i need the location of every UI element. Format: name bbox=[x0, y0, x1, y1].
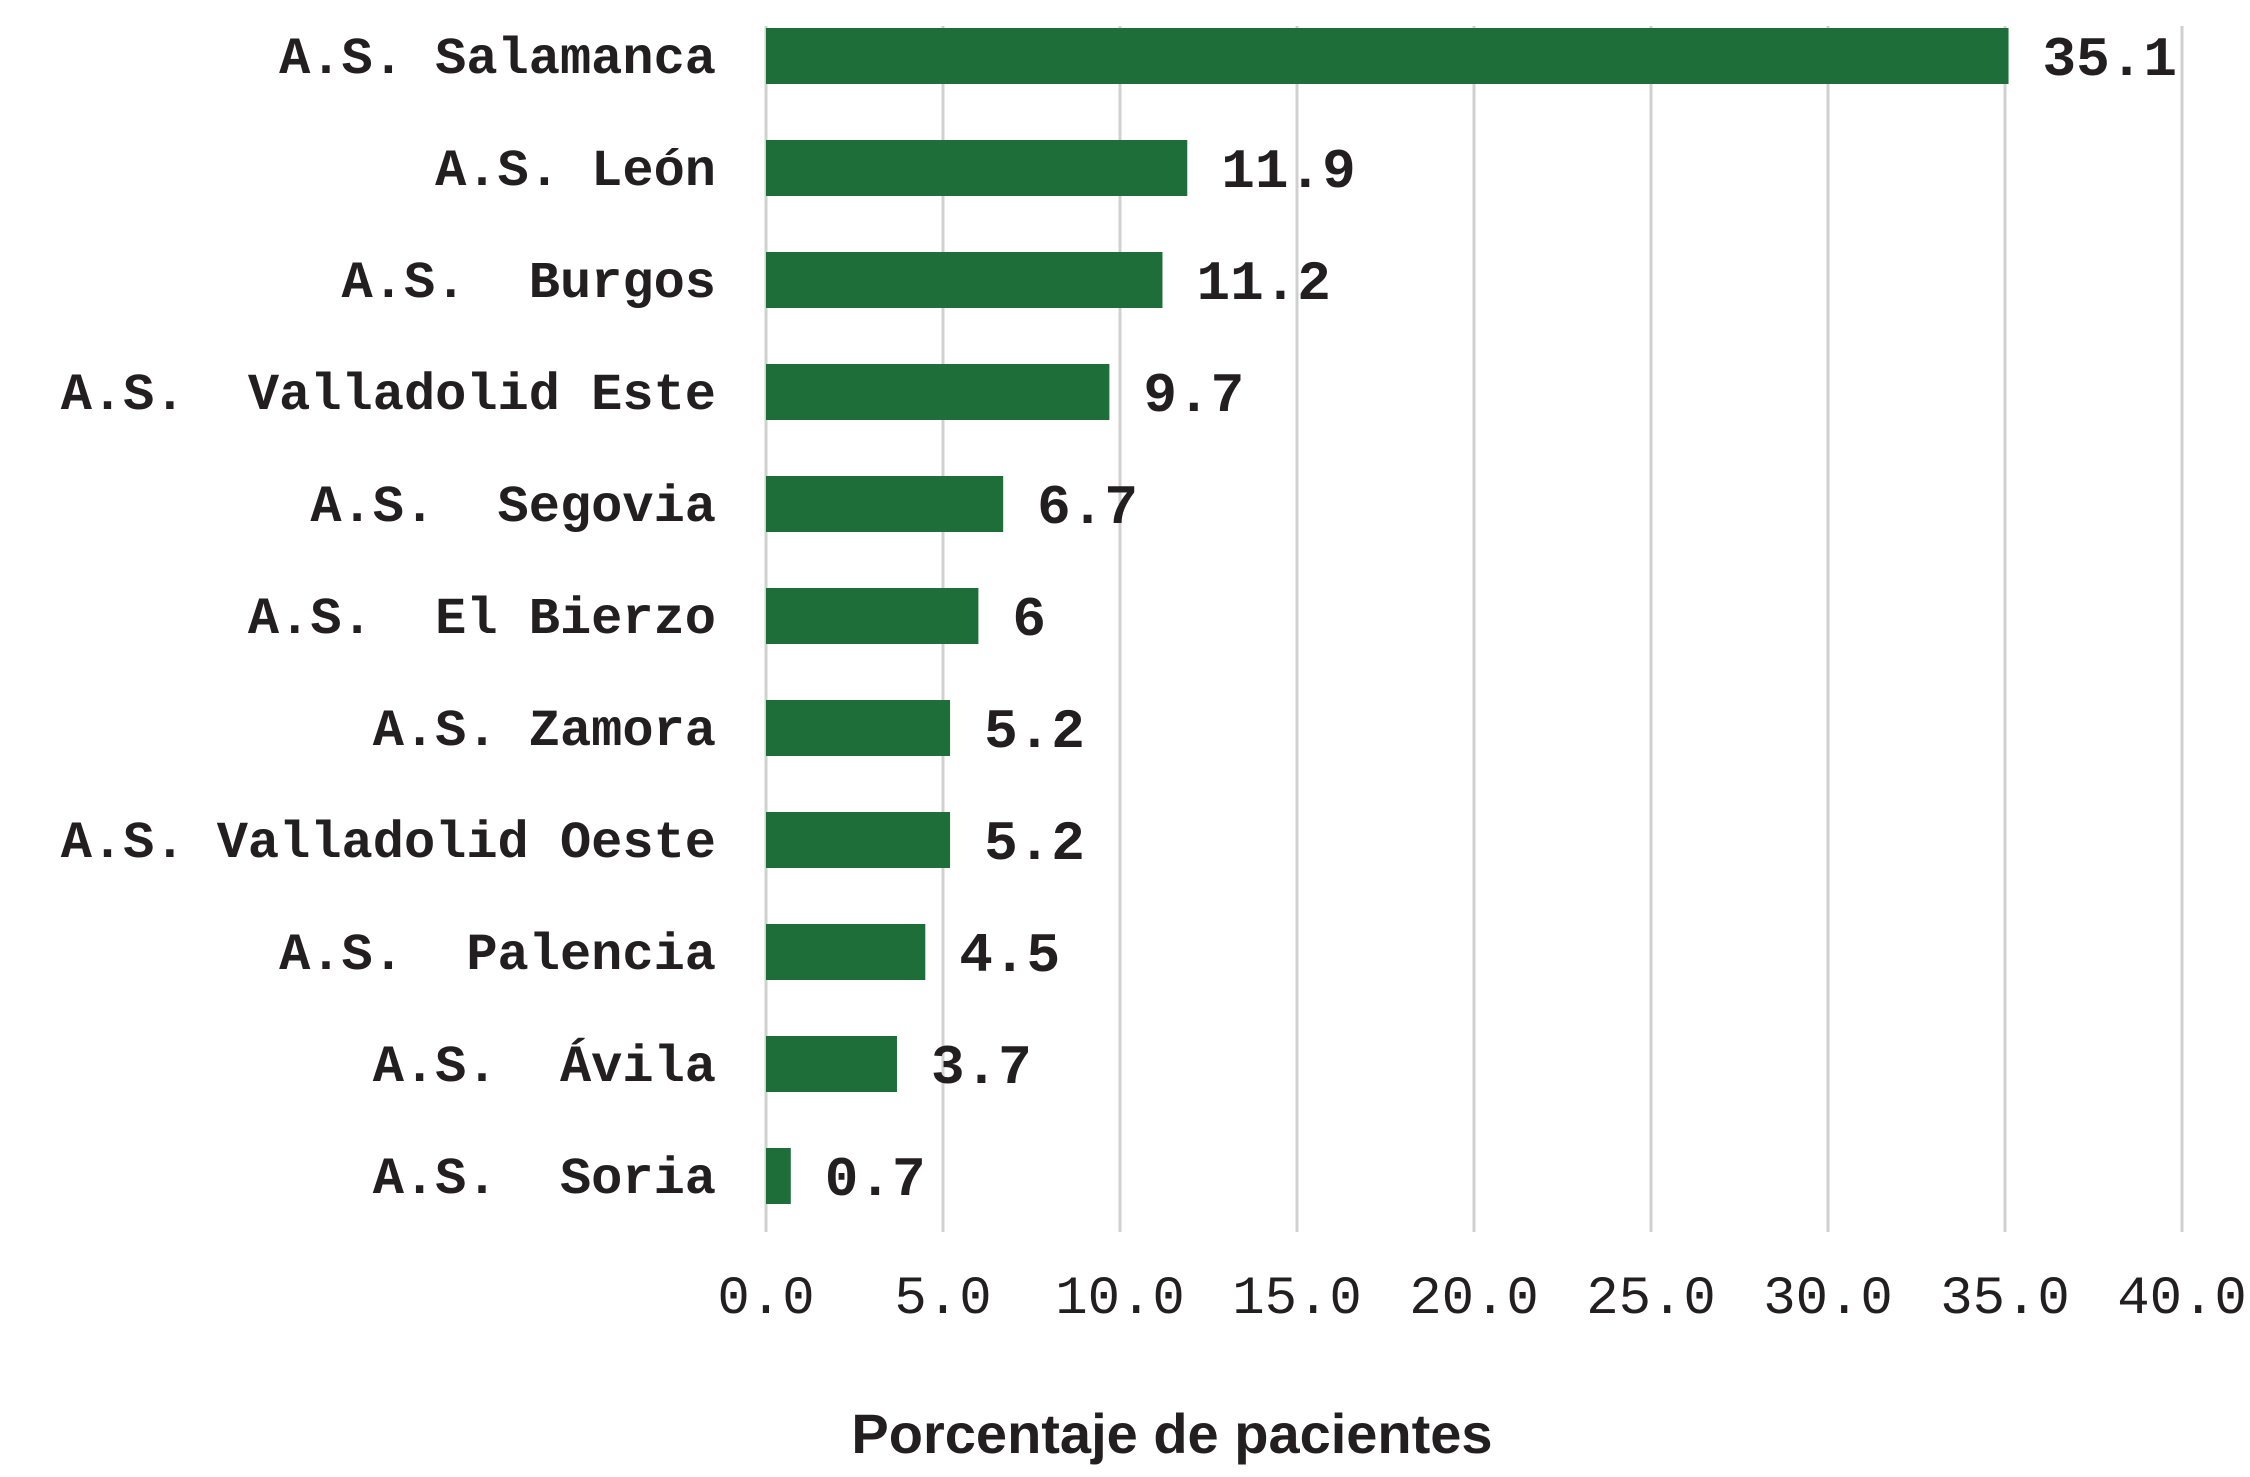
bar bbox=[766, 28, 2009, 84]
x-tick-label: 5.0 bbox=[894, 1269, 991, 1330]
bar bbox=[766, 588, 979, 644]
data-label: 6 bbox=[1012, 588, 1046, 652]
x-axis-tick-labels: 0.0 5.0 10.0 15.0 20.0 25.0 30.0 35.0 40.0 bbox=[717, 1269, 2246, 1330]
x-tick-label: 15.0 bbox=[1232, 1269, 1362, 1330]
bar bbox=[766, 364, 1110, 420]
x-tick-label: 40.0 bbox=[2117, 1269, 2247, 1330]
data-label: 5.2 bbox=[984, 812, 1085, 876]
bar bbox=[766, 1148, 791, 1204]
category-label: A.S. El Bierzo bbox=[248, 590, 716, 649]
bar bbox=[766, 252, 1163, 308]
category-label: A.S. Valladolid Este bbox=[61, 366, 716, 425]
x-tick-label: 0.0 bbox=[717, 1269, 814, 1330]
x-tick-label: 20.0 bbox=[1409, 1269, 1539, 1330]
value-labels: 35.1 11.9 11.2 9.76.7 6 5.2 5.2 4.5 3.70.7 bbox=[825, 28, 2177, 1212]
x-tick-label: 10.0 bbox=[1055, 1269, 1185, 1330]
data-label: 6.7 bbox=[1037, 476, 1138, 540]
category-label: A.S. Salamanca bbox=[279, 30, 716, 89]
bar bbox=[766, 812, 951, 868]
category-label: A.S. Ávila bbox=[373, 1038, 716, 1097]
category-label: A.S. Burgos bbox=[342, 254, 716, 313]
category-label: A.S. Valladolid Oeste bbox=[61, 814, 716, 873]
bar bbox=[766, 476, 1004, 532]
x-tick-label: 35.0 bbox=[1940, 1269, 2070, 1330]
bars bbox=[766, 28, 2009, 1204]
bar bbox=[766, 700, 951, 756]
x-tick-label: 25.0 bbox=[1586, 1269, 1716, 1330]
category-label: A.S. Palencia bbox=[279, 926, 716, 985]
category-labels: A.S. Salamanca A.S. León A.S. Burgos A.S. V… bbox=[61, 30, 716, 1209]
data-label: 11.9 bbox=[1221, 140, 1355, 204]
data-label: 0.7 bbox=[825, 1148, 926, 1212]
data-label: 3.7 bbox=[931, 1036, 1032, 1100]
bar bbox=[766, 1036, 897, 1092]
bar bbox=[766, 140, 1188, 196]
data-label: 9.7 bbox=[1143, 364, 1244, 428]
data-label: 11.2 bbox=[1196, 252, 1330, 316]
data-label: 35.1 bbox=[2043, 28, 2177, 92]
x-axis-title: Porcentaje de pacientes bbox=[851, 1402, 1492, 1465]
x-tick-label: 30.0 bbox=[1763, 1269, 1893, 1330]
category-label: A.S. Zamora bbox=[373, 702, 716, 761]
category-label: A.S. León bbox=[435, 142, 716, 201]
data-label: 4.5 bbox=[959, 924, 1060, 988]
gridlines bbox=[764, 26, 2184, 1232]
data-label: 5.2 bbox=[984, 700, 1085, 764]
category-label: A.S. Segovia bbox=[310, 478, 716, 537]
category-label: A.S. Soria bbox=[373, 1150, 716, 1209]
bar bbox=[766, 924, 926, 980]
